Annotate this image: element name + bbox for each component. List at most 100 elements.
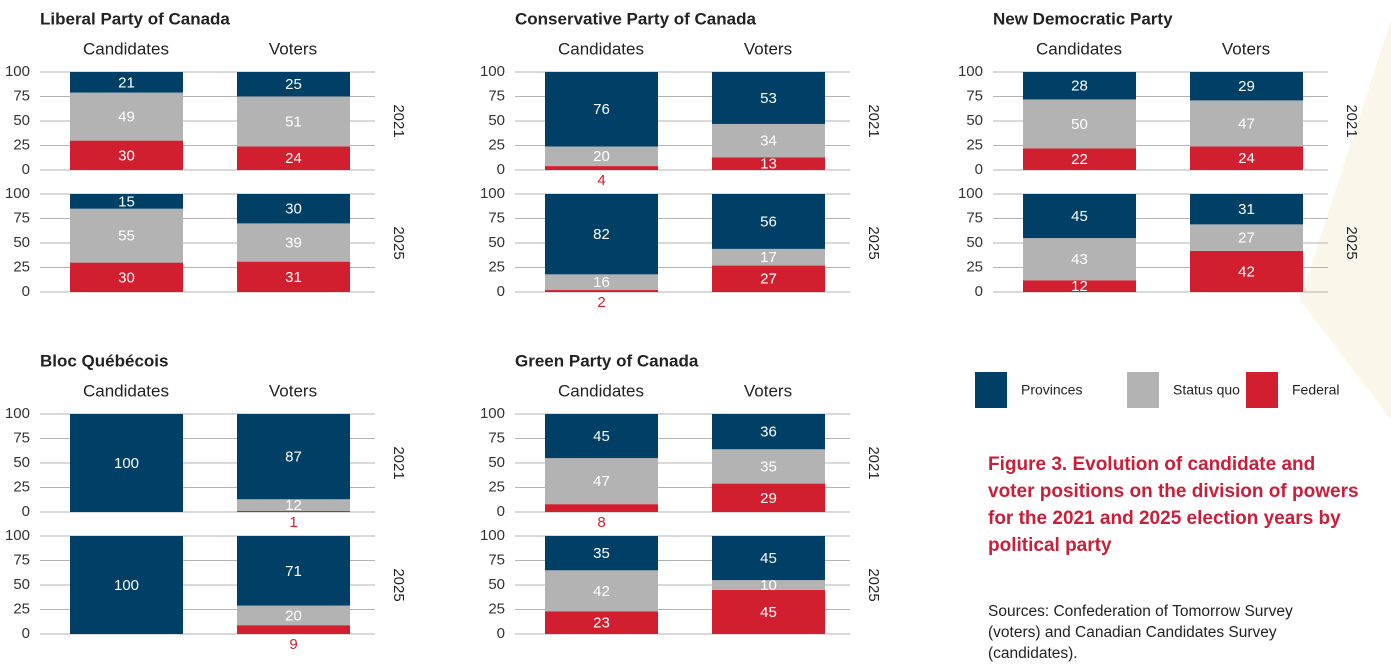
bar-segment <box>545 290 658 292</box>
value-label: 71 <box>285 563 302 580</box>
bar-segment <box>545 274 658 291</box>
legend-label: Status quo <box>1173 382 1240 398</box>
background-shape <box>1300 20 1391 420</box>
y-tick-label: 50 <box>966 112 983 129</box>
category-label: Candidates <box>558 39 644 58</box>
legend-swatch <box>975 372 1007 408</box>
chart-title: Conservative Party of Canada <box>515 9 756 28</box>
y-tick-label: 0 <box>975 283 983 300</box>
y-tick-label: 0 <box>497 503 505 520</box>
category-label: Voters <box>269 381 317 400</box>
bar-segment <box>1023 280 1136 292</box>
category-label: Voters <box>269 39 317 58</box>
year-label: 2025 <box>1343 226 1360 259</box>
value-label: 30 <box>118 269 135 286</box>
value-label: 76 <box>593 101 610 118</box>
bar-segment <box>712 123 825 158</box>
bar-segment <box>1190 72 1303 101</box>
bar-segment <box>1190 100 1303 147</box>
bar-segment <box>70 72 183 93</box>
bar-segment <box>545 194 658 275</box>
bar-segment <box>545 458 658 505</box>
value-label: 55 <box>118 228 135 245</box>
category-label: Voters <box>1222 39 1270 58</box>
bar-segment <box>1023 194 1136 239</box>
value-label: 22 <box>1071 151 1088 168</box>
value-label: 50 <box>1071 116 1088 133</box>
bar-segment <box>712 580 825 590</box>
bar-segment <box>712 483 825 512</box>
value-label: 43 <box>1071 251 1088 268</box>
value-label: 39 <box>285 234 302 251</box>
value-label: 16 <box>593 274 610 291</box>
value-label: 24 <box>1238 150 1255 167</box>
chart-title: New Democratic Party <box>993 9 1173 28</box>
value-label: 29 <box>1238 78 1255 95</box>
y-tick-label: 25 <box>488 258 505 275</box>
chart-title: Liberal Party of Canada <box>40 9 230 28</box>
bar-segment <box>545 536 658 571</box>
value-label: 29 <box>760 490 777 507</box>
bar-segment <box>545 146 658 167</box>
value-label: 23 <box>593 615 610 632</box>
value-label: 25 <box>285 76 302 93</box>
value-label: 100 <box>114 455 139 472</box>
caption-line: for the 2021 and 2025 election years by <box>988 508 1341 529</box>
bar-segment <box>712 157 825 170</box>
value-label: 42 <box>1238 263 1255 280</box>
y-tick-label: 100 <box>5 527 30 544</box>
value-label: 12 <box>285 497 302 514</box>
y-tick-label: 50 <box>966 234 983 251</box>
value-label: 45 <box>593 428 610 445</box>
y-tick-label: 50 <box>13 454 30 471</box>
value-label: 51 <box>285 113 302 130</box>
year-label: 2025 <box>390 568 407 601</box>
value-label: 28 <box>1071 78 1088 95</box>
year-label: 2025 <box>390 226 407 259</box>
y-tick-label: 75 <box>488 551 505 568</box>
y-tick-label: 75 <box>13 87 30 104</box>
category-label: Voters <box>744 381 792 400</box>
caption-line: voter positions on the division of power… <box>988 481 1359 502</box>
value-label: 100 <box>114 577 139 594</box>
bar-segment <box>237 146 350 170</box>
y-tick-label: 0 <box>497 625 505 642</box>
bar-segment <box>70 194 183 209</box>
y-tick-label: 75 <box>488 429 505 446</box>
value-label: 45 <box>1071 208 1088 225</box>
value-label: 1 <box>289 514 297 531</box>
value-label: 10 <box>760 577 777 594</box>
y-tick-label: 100 <box>5 405 30 422</box>
year-label: 2021 <box>1343 104 1360 137</box>
value-label: 30 <box>118 147 135 164</box>
value-label: 20 <box>593 148 610 165</box>
bar-segment <box>712 589 825 634</box>
category-label: Candidates <box>558 381 644 400</box>
y-tick-label: 25 <box>488 478 505 495</box>
value-label: 30 <box>285 201 302 218</box>
bar-segment <box>712 449 825 484</box>
year-label: 2025 <box>865 226 882 259</box>
value-label: 8 <box>597 514 605 531</box>
bar-segment <box>237 261 350 292</box>
y-tick-label: 75 <box>488 209 505 226</box>
bar-segment <box>712 194 825 249</box>
value-label: 17 <box>760 249 777 266</box>
bar-segment <box>237 536 350 606</box>
y-tick-label: 50 <box>488 454 505 471</box>
bar-segment <box>712 248 825 266</box>
y-tick-label: 100 <box>480 527 505 544</box>
value-label: 45 <box>760 550 777 567</box>
y-tick-label: 50 <box>13 234 30 251</box>
y-tick-label: 50 <box>488 576 505 593</box>
bar-segment <box>545 611 658 634</box>
bar-segment <box>1023 72 1136 100</box>
value-label: 42 <box>593 583 610 600</box>
bar-segment <box>1023 99 1136 149</box>
bar-segment <box>1190 224 1303 251</box>
bar-segment <box>237 414 350 500</box>
y-tick-label: 50 <box>488 112 505 129</box>
category-label: Voters <box>744 39 792 58</box>
value-label: 20 <box>285 607 302 624</box>
